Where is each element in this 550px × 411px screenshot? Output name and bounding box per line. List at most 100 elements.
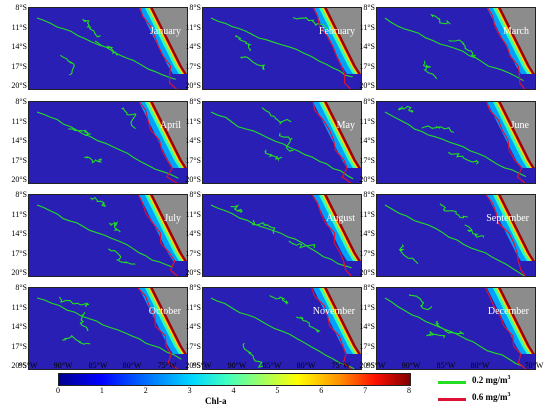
x-tick-label: 95°W [192, 361, 212, 370]
y-tick-label: 20°S [11, 81, 27, 90]
y-tick-label: 11°S [185, 116, 201, 126]
y-tick-label: 17°S [359, 61, 375, 71]
colorbar-label: Chl-a [205, 396, 227, 406]
y-tick-label: 8°S [15, 97, 27, 106]
map-panel-september: September [376, 194, 536, 277]
map-panel-december: December [376, 287, 536, 370]
y-tick-label: 8°S [189, 3, 201, 12]
y-tick-label: 17°S [359, 341, 375, 351]
y-tick-label: 17°S [11, 341, 27, 351]
y-tick-label: 11°S [11, 209, 27, 219]
map-panel-june: June [376, 101, 536, 184]
map-panel-graphic [210, 288, 361, 369]
month-label: August [326, 213, 355, 224]
y-tick-label: 20°S [185, 268, 201, 277]
y-tick-label: 11°S [185, 209, 201, 219]
month-label: March [502, 26, 529, 37]
y-tick-label: 17°S [11, 248, 27, 258]
month-label: January [149, 26, 181, 37]
y-tick-label: 20°S [359, 268, 375, 277]
y-tick-label: 20°S [185, 81, 201, 90]
map-panel-graphic [210, 102, 361, 183]
y-tick-label: 20°S [185, 361, 201, 370]
map-panel-april: April [28, 101, 188, 184]
y-tick-label: 20°S [359, 81, 375, 90]
map-panel-graphic [36, 288, 187, 369]
colorbar-tick: 8 [407, 386, 411, 395]
month-label: December [487, 306, 529, 317]
x-tick-label: 80°W [296, 361, 316, 370]
y-tick-label: 14°S [359, 322, 375, 331]
legend-line-low [438, 381, 466, 384]
map-panel-may: May [202, 101, 362, 184]
y-tick-label: 11°S [11, 116, 27, 126]
y-tick-label: 8°S [15, 190, 27, 199]
colorbar-tick: 5 [275, 386, 280, 395]
x-tick-label: 90°W [227, 361, 247, 370]
y-tick-label: 14°S [185, 136, 201, 145]
y-tick-label: 11°S [185, 22, 201, 32]
x-tick-label: 70°W [524, 361, 544, 370]
month-label: April [159, 120, 181, 131]
y-tick-label: 8°S [189, 97, 201, 106]
y-tick-label: 8°S [189, 190, 201, 199]
map-panel-graphic [36, 8, 187, 89]
map-panel-graphic [384, 195, 535, 276]
y-tick-label: 20°S [359, 361, 375, 370]
colorbar-tick: 0 [56, 386, 60, 395]
y-tick-label: 17°S [11, 61, 27, 71]
colorbar-tick: 1 [99, 386, 104, 395]
y-tick-label: 14°S [359, 136, 375, 145]
month-label: July [164, 213, 181, 224]
legend-line-high [438, 398, 466, 401]
map-panel-graphic [36, 195, 187, 276]
x-tick-label: 85°W [262, 361, 282, 370]
x-tick-label: 75°W [157, 361, 177, 370]
x-tick-label: 80°W [470, 361, 490, 370]
y-tick-label: 17°S [185, 155, 201, 165]
y-tick-label: 17°S [185, 248, 201, 258]
y-tick-label: 14°S [359, 229, 375, 238]
map-panel-graphic [36, 102, 187, 183]
y-tick-label: 8°S [15, 3, 27, 12]
colorbar-tick: 4 [231, 386, 236, 395]
y-tick-label: 8°S [15, 283, 27, 292]
y-tick-label: 8°S [189, 283, 201, 292]
x-tick-label: 75°W [331, 361, 351, 370]
month-label: October [148, 306, 181, 317]
x-tick-label: 90°W [401, 361, 421, 370]
y-tick-label: 20°S [11, 361, 27, 370]
map-panel-august: August [202, 194, 362, 277]
y-tick-label: 8°S [363, 97, 375, 106]
y-tick-label: 11°S [359, 22, 375, 32]
map-panel-july: July [28, 194, 188, 277]
legend-label-high: 0.6 mg/m3 [472, 392, 511, 402]
y-tick-label: 8°S [363, 190, 375, 199]
month-label: September [486, 213, 529, 224]
map-panel-october: October [28, 287, 188, 370]
y-tick-label: 11°S [11, 302, 27, 312]
x-tick-label: 95°W [366, 361, 386, 370]
map-panel-graphic [210, 195, 361, 276]
y-tick-label: 17°S [185, 61, 201, 71]
y-tick-label: 17°S [11, 155, 27, 165]
y-tick-label: 14°S [11, 229, 27, 238]
month-label: February [318, 26, 355, 37]
y-tick-label: 11°S [359, 302, 375, 312]
map-panel-graphic [384, 8, 535, 89]
map-panel-november: November [202, 287, 362, 370]
y-tick-label: 14°S [11, 136, 27, 145]
x-tick-label: 85°W [436, 361, 456, 370]
colorbar-tick: 2 [143, 386, 148, 395]
map-panel-february: February [202, 7, 362, 90]
y-tick-label: 14°S [185, 322, 201, 331]
y-tick-label: 8°S [363, 283, 375, 292]
y-tick-label: 11°S [359, 209, 375, 219]
y-tick-label: 14°S [11, 322, 27, 331]
y-tick-label: 17°S [359, 155, 375, 165]
y-tick-label: 17°S [359, 248, 375, 258]
colorbar [58, 373, 411, 386]
y-tick-label: 14°S [185, 229, 201, 238]
colorbar-tick: 7 [363, 386, 368, 395]
